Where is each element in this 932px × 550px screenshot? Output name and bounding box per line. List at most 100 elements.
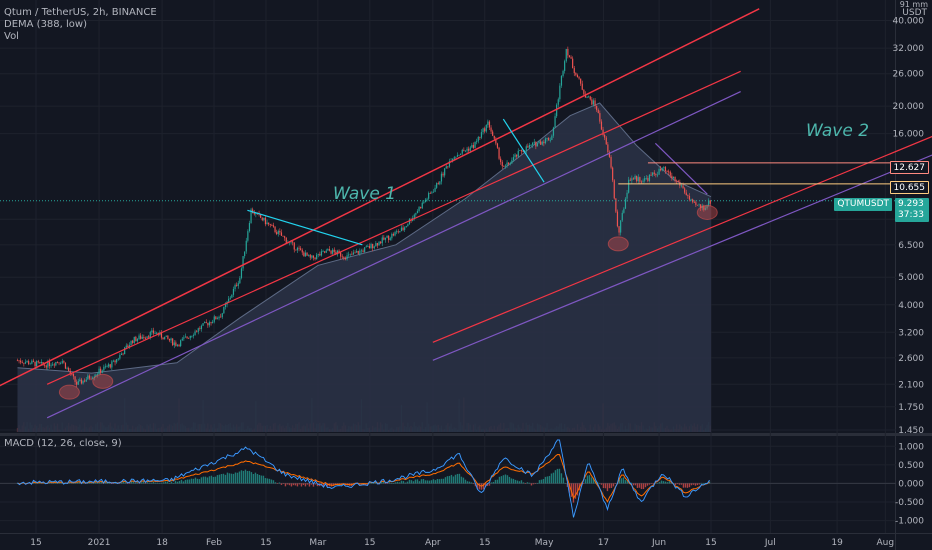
macd-histogram-bar	[504, 474, 507, 484]
candle-body	[202, 323, 204, 326]
macd-histogram-bar	[602, 483, 605, 489]
candle-body	[228, 298, 230, 302]
macd-histogram-bar	[568, 483, 571, 493]
macd-histogram-bar	[238, 471, 241, 484]
macd-histogram-bar	[224, 474, 227, 484]
macd-histogram-bar	[606, 483, 609, 492]
candle-body	[221, 313, 223, 318]
macd-histogram-bar	[456, 473, 459, 484]
price-tick-label: 3.200	[898, 328, 924, 338]
macd-histogram-bar	[460, 476, 463, 484]
macd-histogram-bar	[176, 481, 179, 484]
macd-histogram-bar	[428, 480, 431, 484]
macd-histogram-bar	[384, 483, 387, 484]
candle-body	[632, 178, 635, 180]
candle-body	[170, 338, 172, 341]
candle-body	[149, 332, 151, 338]
wave2-label[interactable]: Wave 2	[806, 121, 870, 141]
candle-body	[704, 208, 707, 210]
pivot-ellipse-jun	[696, 204, 718, 220]
candle-body	[607, 144, 609, 153]
candle-body	[231, 294, 233, 298]
macd-histogram-bar	[70, 482, 73, 484]
macd-histogram-bar	[534, 483, 537, 484]
candle-body	[111, 361, 113, 368]
macd-histogram-bar	[94, 481, 97, 484]
wave1-label[interactable]: Wave 1	[333, 184, 397, 204]
candle-body	[677, 180, 679, 183]
candle-body	[84, 380, 86, 382]
candle-body	[568, 55, 571, 58]
candle-body	[40, 362, 43, 364]
candle-body	[373, 246, 375, 249]
candle-body	[269, 224, 271, 226]
candle-body	[186, 336, 188, 338]
candle-body	[530, 144, 532, 146]
macd-histogram-bar	[634, 483, 637, 486]
candle-body	[53, 364, 55, 366]
candle-body	[599, 113, 601, 122]
candle-body	[661, 168, 663, 171]
macd-histogram-bar	[560, 473, 563, 484]
macd-histogram-bar	[626, 480, 629, 484]
macd-histogram-bar	[90, 482, 93, 484]
macd-histogram-bar	[82, 482, 85, 484]
macd-histogram-bar	[564, 483, 567, 484]
candle-body	[188, 337, 190, 339]
candle-body	[31, 360, 33, 364]
candle-body	[274, 226, 276, 233]
candle-body	[143, 336, 145, 338]
candle-body	[620, 220, 622, 233]
candle-body	[384, 237, 387, 240]
macd-tick-label: -1.000	[895, 517, 924, 527]
macd-histogram-bar	[424, 480, 427, 484]
macd-histogram-bar	[218, 474, 221, 484]
macd-histogram-bar	[88, 482, 91, 484]
candle-body	[506, 162, 508, 166]
candle-body	[285, 237, 287, 243]
candle-body	[407, 224, 409, 226]
macd-histogram-bar	[696, 483, 699, 486]
macd-histogram-bar	[268, 478, 271, 484]
candle-body	[535, 141, 537, 147]
candle-body	[380, 241, 382, 244]
macd-histogram-bar	[532, 483, 535, 485]
macd-histogram-bar	[484, 483, 487, 487]
candle-body	[500, 158, 502, 163]
candle-body	[204, 322, 206, 324]
macd-histogram-bar	[264, 478, 267, 484]
macd-histogram-bar	[202, 476, 205, 484]
candle-body	[18, 360, 20, 362]
candle-body	[605, 137, 607, 145]
macd-histogram-bar	[638, 483, 641, 488]
candle-body	[365, 246, 367, 248]
candle-body	[482, 128, 484, 133]
candle-body	[28, 361, 30, 365]
macd-legend[interactable]: MACD (12, 26, close, 9)	[4, 438, 122, 449]
candle-body	[248, 223, 251, 232]
candle-body	[660, 168, 662, 171]
candle-body	[335, 251, 337, 255]
candle-body	[525, 146, 527, 152]
candle-body	[236, 284, 238, 286]
candle-body	[656, 174, 659, 176]
candle-body	[448, 161, 451, 167]
candle-body	[490, 127, 492, 132]
macd-histogram-bar	[420, 479, 423, 484]
candle-body	[389, 238, 391, 240]
macd-histogram-bar	[392, 483, 395, 484]
candle-body	[200, 325, 203, 329]
macd-histogram-bar	[60, 482, 63, 484]
dema-legend[interactable]: DEMA (388, low)	[4, 19, 87, 30]
macd-histogram-bar	[558, 468, 561, 484]
macd-histogram-bar	[208, 476, 211, 484]
candle-body	[688, 196, 691, 200]
symbol-legend[interactable]: Qtum / TetherUS, 2h, BINANCE	[4, 7, 157, 18]
volume-legend[interactable]: Vol	[4, 31, 19, 42]
candle-body	[631, 178, 633, 181]
candle-body	[352, 252, 355, 255]
macd-histogram-bar	[124, 482, 127, 484]
macd-histogram-bar	[530, 483, 533, 486]
